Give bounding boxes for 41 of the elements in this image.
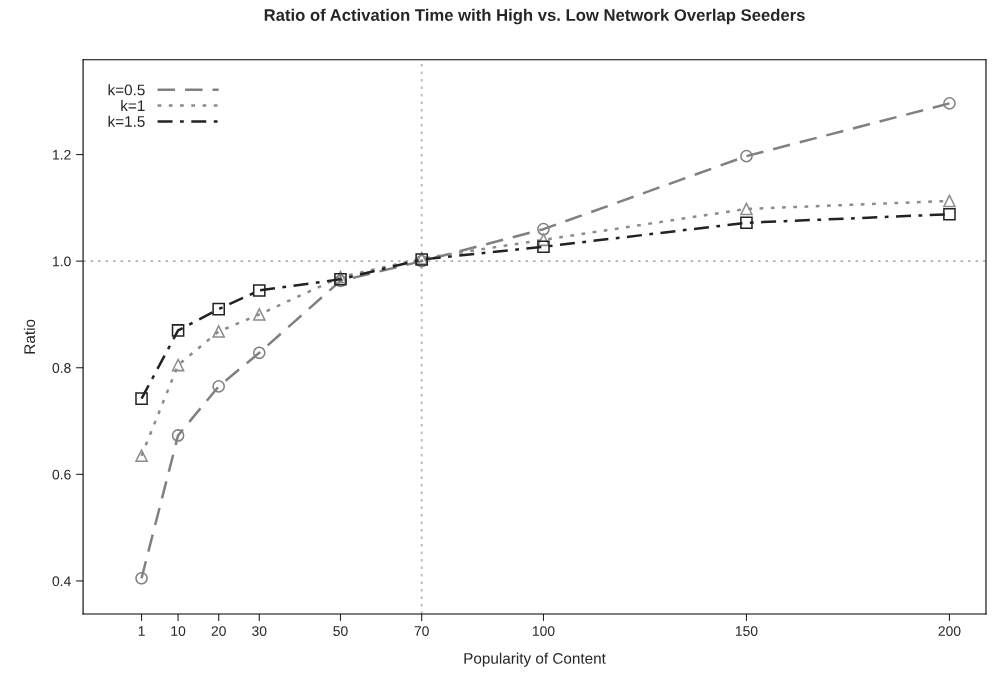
x-tick-label: 1 [138,626,145,636]
point [135,392,148,405]
y-tick-label: 0.8 [52,363,71,373]
y-axis-title: Ratio [23,319,36,354]
point [943,207,956,221]
x-tick-label: 100 [532,626,555,636]
point [212,325,226,338]
x-tick-label: 20 [211,626,226,636]
x-tick-label: 50 [333,626,348,636]
point [171,324,185,337]
y-tick-label: 1.0 [53,256,71,267]
legend-label: k=0.5 [108,84,145,96]
point [135,449,148,462]
x-tick-label: 10 [171,626,186,636]
x-tick-label: 30 [252,626,267,636]
x-tick-label: 150 [735,626,758,636]
point [171,429,185,442]
y-tick-label: 0.6 [52,469,71,480]
x-axis-title: Popularity of Content [464,652,606,667]
point [252,284,266,297]
point [537,222,550,236]
point [252,308,266,321]
legend-label: k=1 [121,99,145,111]
point [537,240,550,254]
point [740,216,753,230]
y-tick-label: 1.2 [53,149,71,160]
point [740,149,753,163]
y-tick-label: 0.4 [52,576,71,587]
point [740,202,753,216]
point [943,97,956,110]
x-tick-label: 200 [938,626,961,636]
point [943,194,956,208]
point [537,233,550,247]
point [135,571,148,585]
chart-title: Ratio of Activation Time with High vs. Low Network Overlap Seeders [264,8,805,25]
point [212,380,226,393]
legend-label: k=1.5 [108,115,145,127]
point [171,358,185,372]
point [212,302,226,316]
x-tick-label: 70 [414,626,429,636]
point [252,346,266,360]
